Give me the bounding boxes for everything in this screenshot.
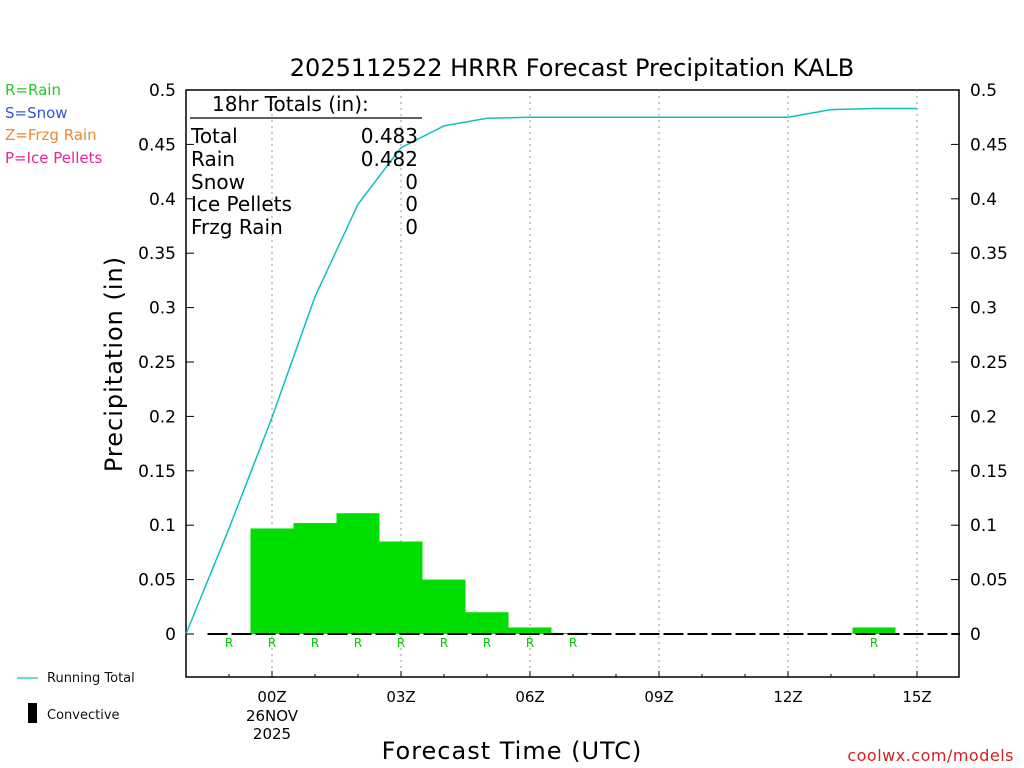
convective-legend-swatch — [28, 703, 37, 723]
totals-value-total: 0.483 — [361, 124, 418, 148]
y-tick-label-right: 0.2 — [970, 407, 997, 427]
totals-label-total: Total — [190, 124, 238, 148]
totals-box: 18hr Totals (in): Total 0.483 Rain 0.482… — [190, 92, 422, 239]
bars-layer — [250, 513, 896, 634]
y-tick-label-right: 0.25 — [970, 353, 1008, 373]
y-axis-label: Precipitation (in) — [100, 256, 128, 472]
date-label-year: 2025 — [253, 725, 291, 743]
totals-label-snow: Snow — [191, 170, 245, 194]
legend-ice-pellets: P=Ice Pellets — [5, 149, 103, 167]
y-tick-label-right: 0.4 — [970, 190, 997, 210]
y-tick-label-left: 0.35 — [138, 244, 176, 264]
legend-snow: S=Snow — [5, 104, 68, 122]
ptype-marker-rain: R — [526, 636, 534, 650]
totals-label-ice-pellets: Ice Pellets — [191, 192, 292, 216]
x-tick-label: 03Z — [386, 688, 415, 706]
y-tick-label-left: 0.4 — [149, 190, 176, 210]
y-tick-label-right: 0.1 — [970, 516, 997, 536]
y-tick-label-right: 0 — [970, 625, 981, 645]
grid-layer — [271, 90, 918, 677]
y-tick-label-right: 0.5 — [970, 81, 997, 101]
totals-value-ice-pellets: 0 — [405, 192, 418, 216]
y-tick-label-left: 0.45 — [138, 135, 176, 155]
precip-bar — [422, 579, 466, 634]
y-tick-label-left: 0.5 — [149, 81, 176, 101]
ptype-marker-rain: R — [397, 636, 405, 650]
totals-label-frzg-rain: Frzg Rain — [191, 215, 283, 239]
ptype-marker-rain: R — [268, 636, 276, 650]
precip-bar — [508, 627, 552, 634]
y-tick-label-left: 0 — [165, 625, 176, 645]
precip-bar — [293, 523, 337, 634]
precip-bar — [250, 528, 294, 634]
totals-title: 18hr Totals (in): — [212, 92, 369, 116]
convective-legend-label: Convective — [47, 708, 120, 723]
precip-bar — [465, 612, 509, 634]
y-tick-label-left: 0.1 — [149, 516, 176, 536]
y-tick-label-right: 0.3 — [970, 299, 997, 319]
chart-title: 2025112522 HRRR Forecast Precipitation K… — [290, 54, 854, 82]
precip-bar — [336, 513, 380, 634]
ptype-marker-rain: R — [311, 636, 319, 650]
legend-frzg-rain: Z=Frzg Rain — [5, 126, 97, 144]
ptype-marker-rain: R — [483, 636, 491, 650]
y-tick-label-right: 0.05 — [970, 571, 1008, 591]
ptype-marker-rain: R — [354, 636, 362, 650]
totals-value-frzg-rain: 0 — [405, 215, 418, 239]
legend-rain: R=Rain — [5, 81, 61, 99]
x-tick-label: 12Z — [773, 688, 802, 706]
line-layer — [185, 107, 917, 635]
ptype-marker-rain: R — [870, 636, 878, 650]
y-tick-label-right: 0.35 — [970, 244, 1008, 264]
ptype-marker-rain: R — [440, 636, 448, 650]
x-axis-label: Forecast Time (UTC) — [382, 737, 643, 765]
totals-label-rain: Rain — [191, 147, 235, 171]
ptype-marker-rain: R — [569, 636, 577, 650]
credit-link[interactable]: coolwx.com/models — [847, 746, 1014, 765]
x-tick-label: 06Z — [515, 688, 544, 706]
y-tick-label-right: 0.15 — [970, 462, 1008, 482]
y-tick-label-left: 0.15 — [138, 462, 176, 482]
ptype-marker-rain: R — [225, 636, 233, 650]
x-tick-label: 09Z — [644, 688, 673, 706]
date-label-day: 26NOV — [246, 707, 299, 725]
y-tick-label-left: 0.3 — [149, 299, 176, 319]
precip-bar — [852, 627, 896, 634]
totals-value-snow: 0 — [405, 170, 418, 194]
y-tick-label-left: 0.05 — [138, 571, 176, 591]
y-tick-label-left: 0.2 — [149, 407, 176, 427]
precip-bar — [379, 541, 423, 634]
running-total-legend-label: Running Total — [47, 671, 135, 686]
totals-value-rain: 0.482 — [361, 147, 418, 171]
y-tick-label-right: 0.45 — [970, 135, 1008, 155]
running-total-line — [185, 107, 917, 635]
y-tick-label-left: 0.25 — [138, 353, 176, 373]
x-tick-label: 15Z — [902, 688, 931, 706]
x-tick-label: 00Z — [257, 688, 286, 706]
